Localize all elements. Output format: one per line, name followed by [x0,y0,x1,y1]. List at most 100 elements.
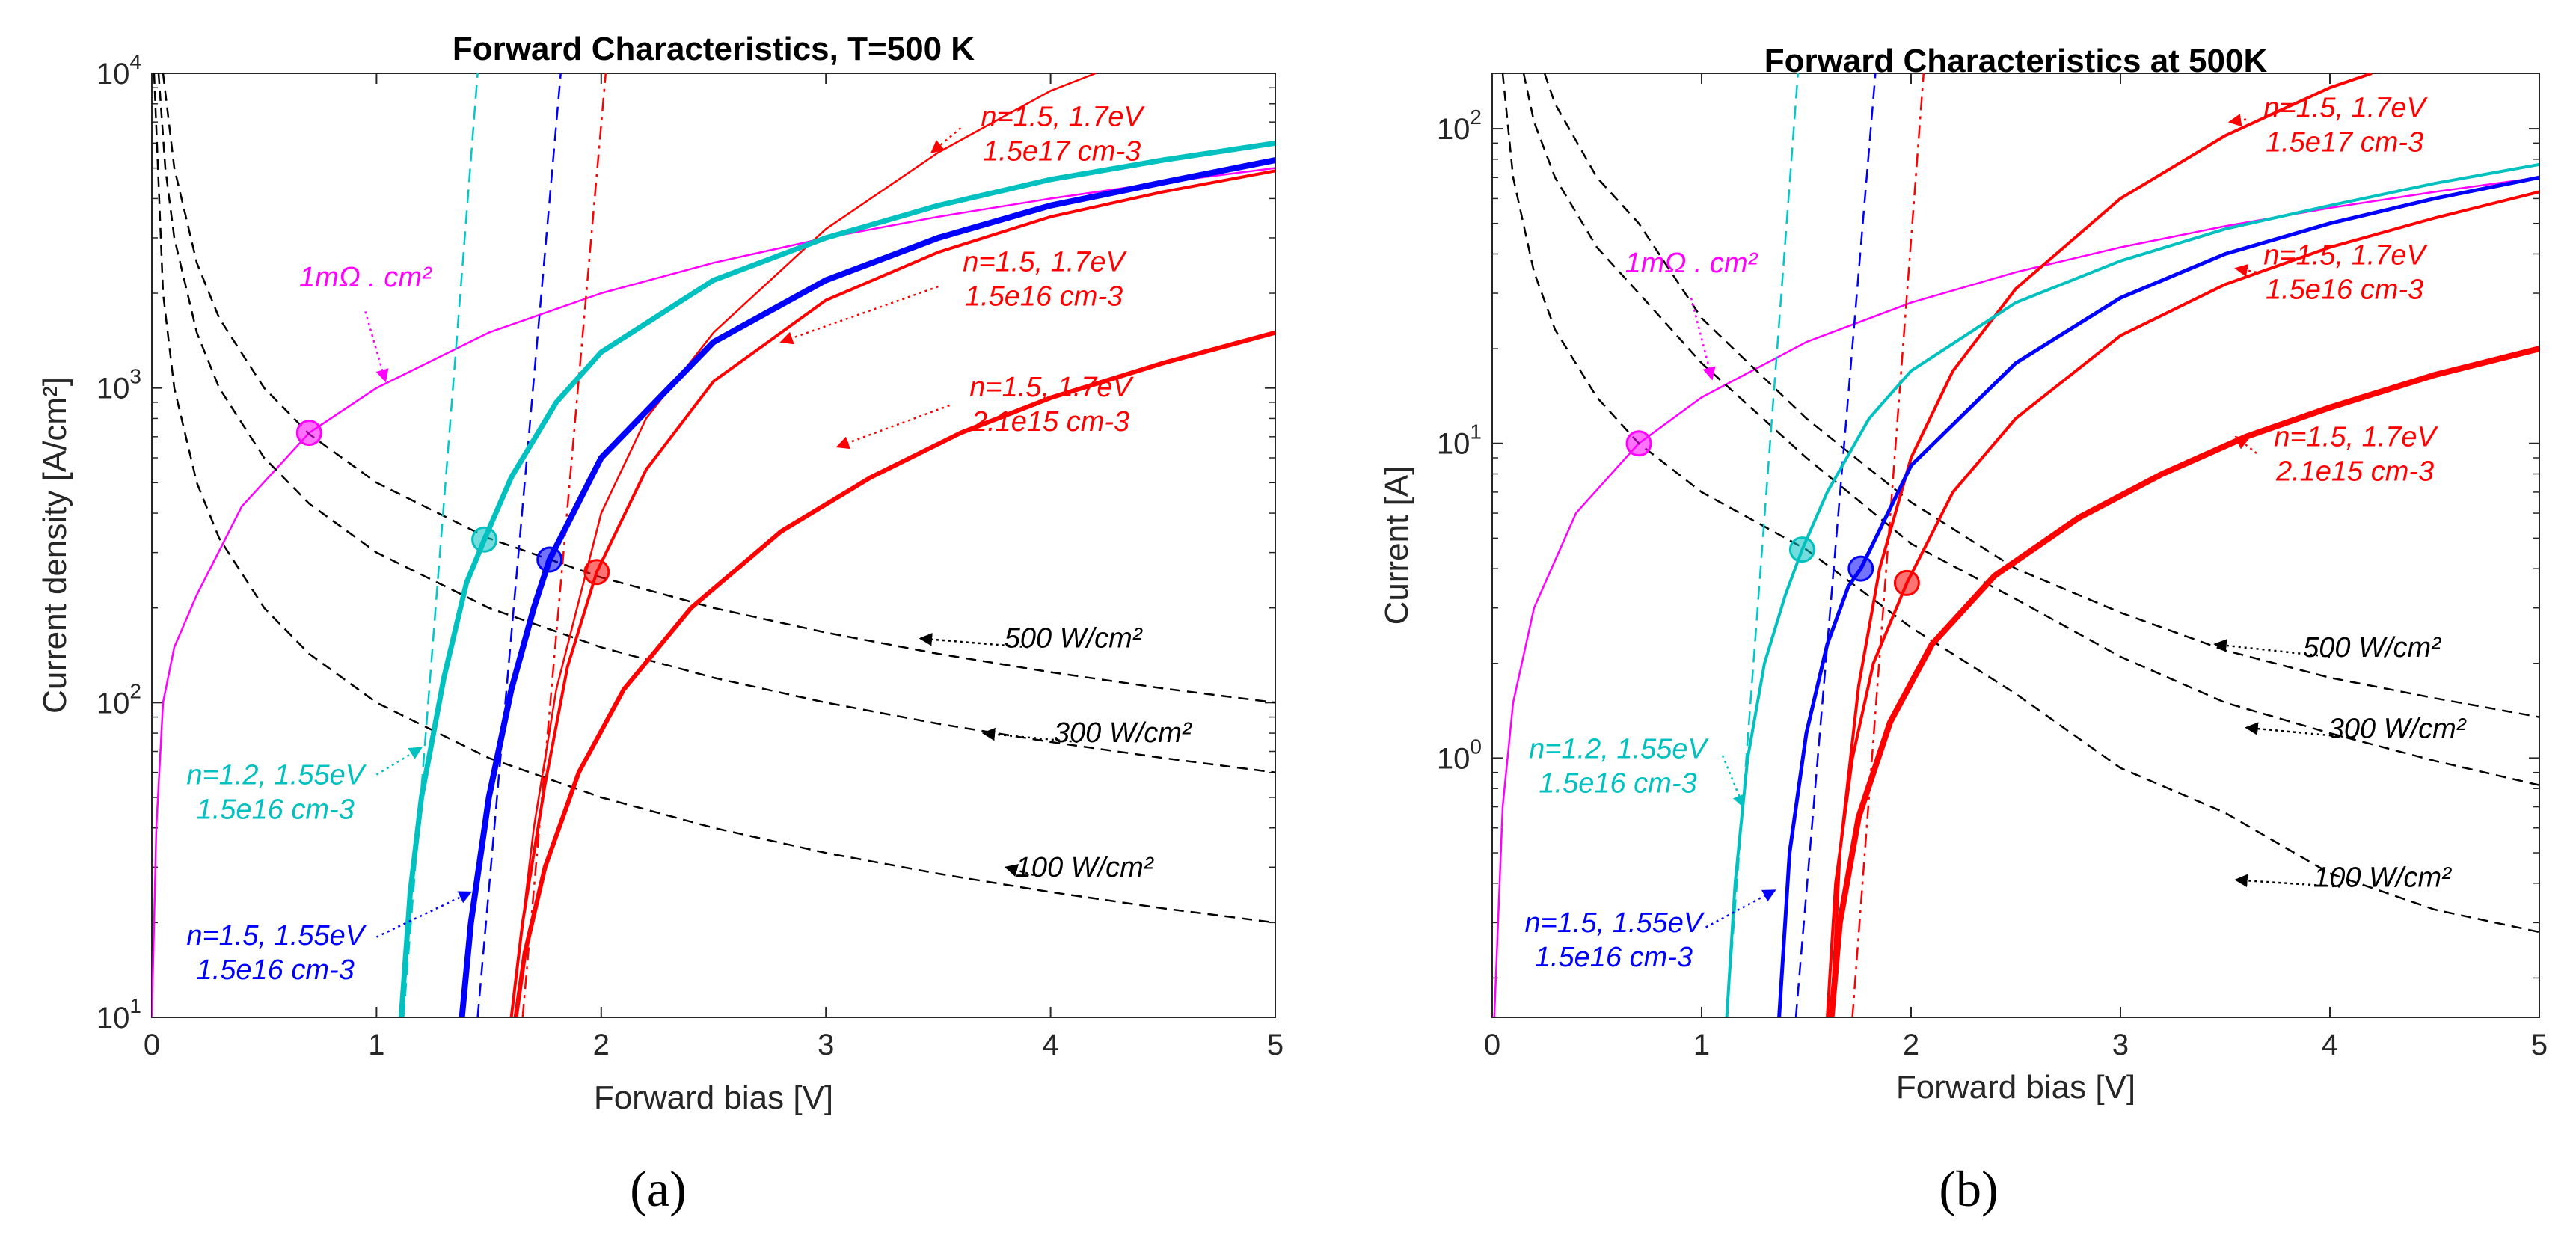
x-tick-labels: 0 1 2 3 4 5 [144,1029,1284,1061]
ann-cyan-line: 1.5e16 cm-3 [1539,767,1696,799]
ann-blue-line: 1.5e16 cm-3 [1535,942,1693,973]
ann-cyan-label: n=1.2, 1.55eV 1.5e16 cm-3 [186,760,367,826]
ann-red-2.1e15-line: n=1.5, 1.7eV [2274,421,2438,453]
series-red-1.5e16 [509,169,1275,1017]
marker-layer [295,420,610,586]
x-tick-label: 3 [2112,1029,2129,1061]
chart-title: Forward Characteristics at 500K [1764,43,2268,79]
ann-500w-label: 500 W/cm² [2303,632,2441,664]
series-cyan-1.2-1.55-1.5e16 [398,140,1275,1017]
ann-cyan-line: n=1.2, 1.55eV [186,760,367,791]
y-tick-exp: 4 [129,50,141,73]
series-power-300 [1522,73,2539,786]
y-tick-base: 10 [96,687,130,720]
ann-500w-arrow [919,633,1028,649]
x-axis-label: Forward bias [V] [1896,1069,2135,1106]
y-tick-exp: 0 [1470,735,1482,758]
y-tick-label: 103 [96,365,141,405]
red-op-point [583,559,610,586]
ann-300w-arrow [2245,722,2355,739]
ann-red-1.5e16-line: 1.5e16 cm-3 [965,281,1123,313]
plot-area [1491,73,2540,1018]
blue-op-point [1847,555,1874,582]
y-axis-label: Current [A] [1379,466,1415,625]
marker-layer [1625,430,1920,596]
ann-red-1.5e17-arrow [930,127,962,154]
series-red-asymptote [1851,73,1925,1017]
plot-area [151,73,1276,1018]
x-tick-label: 0 [144,1029,160,1061]
y-tick-label: 102 [1437,105,1482,146]
y-tick-exp: 3 [129,365,141,388]
ann-cyan-line: 1.5e16 cm-3 [197,794,355,826]
x-tick-label: 2 [593,1029,610,1061]
cyan-op-point [471,526,498,553]
series-red-2.1e15 [513,330,1275,1017]
ann-red-1.5e17-label: n=1.5, 1.7eV 1.5e17 cm-3 [981,101,1145,167]
ann-300w-label: 300 W/cm² [2328,713,2467,744]
y-tick-label: 102 [96,679,141,720]
ann-500w-label: 500 W/cm² [1005,622,1143,654]
ann-300w-label: 300 W/cm² [1054,717,1192,749]
ann-red-2.1e15-label: n=1.5, 1.7eV 2.1e15 cm-3 [969,372,1134,438]
red-op-point [1893,569,1920,596]
y-tick-label: 104 [96,50,141,91]
ann-red-1.5e16-label: n=1.5, 1.7eV 1.5e16 cm-3 [2263,240,2428,306]
series-blue-1.5-1.55-1.5e16 [1777,175,2539,1017]
ann-red-2.1e15-line: n=1.5, 1.7eV [969,372,1134,403]
series-blue-asymptote [476,73,562,1017]
ann-red-1.5e17-label: n=1.5, 1.7eV 1.5e17 cm-3 [2263,92,2428,158]
ann-resistance-line: 1mΩ . cm² [1625,248,1758,279]
series-red-2.1e15 [1828,346,2539,1017]
ann-500w-arrow [2213,639,2331,658]
ann-red-1.5e16-line: n=1.5, 1.7eV [2263,240,2428,272]
magenta-op-point [1625,430,1652,457]
series-red-1.5e17 [1830,73,2373,1017]
x-tick-label: 0 [1484,1029,1500,1061]
x-tick-label: 4 [2322,1029,2338,1061]
ann-cyan-label: n=1.2, 1.55eV 1.5e16 cm-3 [1529,733,1709,799]
ann-300w-arrow [981,727,1078,744]
ann-blue-line: 1.5e16 cm-3 [197,954,355,986]
ann-blue-arrow [1705,889,1776,928]
panel-a: n=1.5, 1.7eV 1.5e17 cm-3n=1.5, 1.7eV 1.5e1… [37,31,1284,1217]
grid-layer [1491,73,2540,1017]
blue-op-point [536,546,563,573]
ann-100w-line: 100 W/cm² [2313,862,2452,893]
x-tick-label: 4 [1042,1029,1058,1061]
ann-red-2.1e15-line: 2.1e15 cm-3 [971,406,1129,438]
ann-red-1.5e17-line: 1.5e17 cm-3 [2266,126,2423,158]
y-tick-exp: 1 [1470,420,1482,444]
y-tick-base: 10 [1437,742,1471,775]
annotation-layer: n=1.5, 1.7eV 1.5e17 cm-3n=1.5, 1.7eV 1.5e1… [186,101,1192,986]
magenta-op-point [295,420,322,447]
panel-label: (a) [630,1160,686,1217]
y-tick-base: 10 [96,1002,130,1035]
ann-100w-label: 100 W/cm² [2313,862,2452,893]
x-tick-label: 1 [368,1029,384,1061]
ann-500w-line: 500 W/cm² [1005,622,1143,654]
ann-cyan-arrow [375,747,423,776]
panel-b: n=1.5, 1.7eV 1.5e17 cm-3n=1.5, 1.7eV 1.5e1… [1379,43,2548,1217]
ann-300w-line: 300 W/cm² [1054,717,1192,749]
ann-red-1.5e17-line: 1.5e17 cm-3 [983,135,1141,167]
y-tick-label: 101 [96,994,141,1035]
ann-300w-line: 300 W/cm² [2328,713,2467,744]
ann-blue-label: n=1.5, 1.55eV 1.5e16 cm-3 [1525,907,1705,973]
ann-resistance-label: 1mΩ . cm² [1625,248,1758,279]
ann-red-1.5e16-line: 1.5e16 cm-3 [2266,275,2423,306]
x-tick-label: 5 [1267,1029,1284,1061]
ann-red-1.5e17-line: n=1.5, 1.7eV [981,101,1145,132]
series-resistance-1mohm [152,167,1275,1017]
annotation-layer: n=1.5, 1.7eV 1.5e17 cm-3n=1.5, 1.7eV 1.5e1… [1525,92,2467,973]
x-tick-label: 1 [1693,1029,1710,1061]
y-tick-base: 10 [1437,428,1471,461]
series-cyan-1.2-1.55-1.5e16 [1725,162,2539,1017]
y-tick-exp: 2 [129,679,141,702]
ann-red-2.1e15-line: 2.1e15 cm-3 [2275,456,2434,487]
chart-title: Forward Characteristics, T=500 K [453,31,975,67]
ann-resistance-arrow [1690,297,1716,381]
